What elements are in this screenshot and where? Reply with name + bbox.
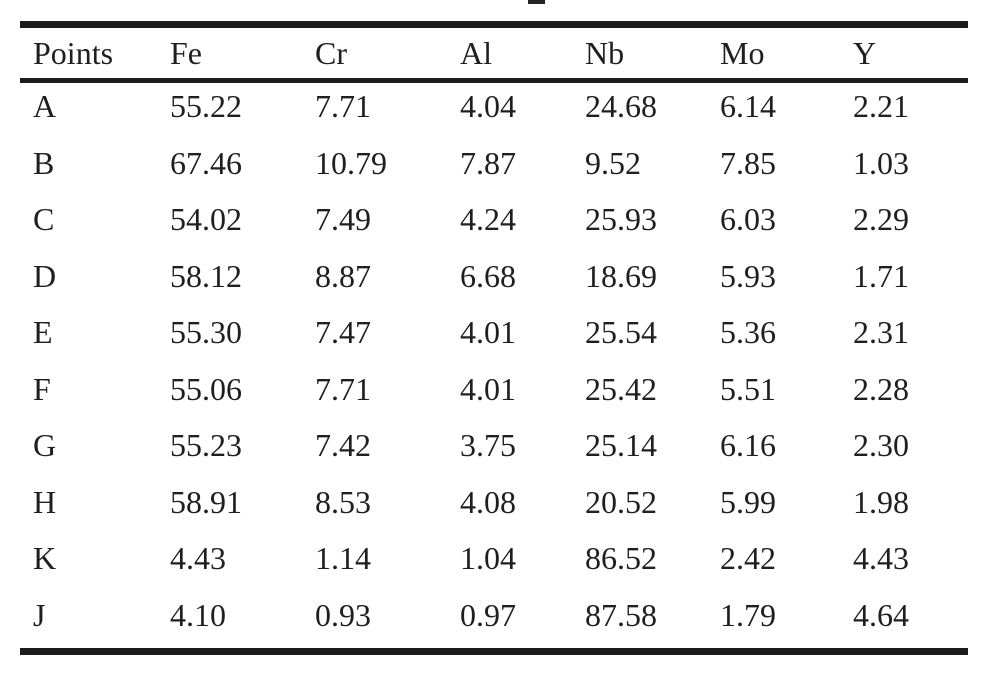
value-cell: 1.79 <box>720 596 776 633</box>
cropped-caption-fragment <box>528 0 545 4</box>
point-label: D <box>33 257 57 294</box>
column-header-nb: Nb <box>585 35 625 71</box>
value-cell: 4.43 <box>170 540 226 577</box>
value-cell: 58.12 <box>170 257 242 294</box>
table-row: K 4.43 1.14 1.04 86.52 2.42 4.43 <box>20 535 968 592</box>
table-row: B 67.46 10.79 7.87 9.52 7.85 1.03 <box>20 140 968 197</box>
value-cell: 6.16 <box>720 427 776 464</box>
value-cell: 7.71 <box>315 88 371 125</box>
composition-table: Points Fe Cr Al Nb Mo Y A 55.22 7.71 4.0… <box>20 21 968 655</box>
value-cell: 2.42 <box>720 540 776 577</box>
point-label: K <box>33 540 57 577</box>
value-cell: 55.06 <box>170 370 242 407</box>
column-header-mo: Mo <box>720 35 765 71</box>
value-cell: 0.93 <box>315 596 371 633</box>
value-cell: 58.91 <box>170 483 242 520</box>
value-cell: 6.14 <box>720 88 776 125</box>
value-cell: 1.04 <box>460 540 516 577</box>
point-label: J <box>33 596 46 633</box>
value-cell: 2.30 <box>853 427 909 464</box>
table-row: J 4.10 0.93 0.97 87.58 1.79 4.64 <box>20 592 968 652</box>
value-cell: 55.22 <box>170 88 242 125</box>
value-cell: 67.46 <box>170 144 242 181</box>
value-cell: 2.31 <box>853 314 909 351</box>
column-header-al: Al <box>460 35 492 71</box>
value-cell: 1.03 <box>853 144 909 181</box>
point-label: A <box>33 88 57 125</box>
value-cell: 3.75 <box>460 427 516 464</box>
value-cell: 5.93 <box>720 257 776 294</box>
value-cell: 24.68 <box>585 88 657 125</box>
value-cell: 25.14 <box>585 427 657 464</box>
value-cell: 4.04 <box>460 88 516 125</box>
value-cell: 2.21 <box>853 88 909 125</box>
value-cell: 9.52 <box>585 144 641 181</box>
point-label: H <box>33 483 57 520</box>
value-cell: 7.42 <box>315 427 371 464</box>
point-label: G <box>33 427 57 464</box>
value-cell: 4.01 <box>460 314 516 351</box>
value-cell: 5.99 <box>720 483 776 520</box>
table-row: E 55.30 7.47 4.01 25.54 5.36 2.31 <box>20 309 968 366</box>
value-cell: 8.53 <box>315 483 371 520</box>
column-header-y: Y <box>853 35 877 71</box>
point-label: C <box>33 201 55 238</box>
value-cell: 4.64 <box>853 596 909 633</box>
point-label: F <box>33 370 51 407</box>
column-header-points: Points <box>33 35 114 71</box>
value-cell: 4.10 <box>170 596 226 633</box>
value-cell: 25.42 <box>585 370 657 407</box>
value-cell: 87.58 <box>585 596 657 633</box>
point-label: B <box>33 144 55 181</box>
value-cell: 7.47 <box>315 314 371 351</box>
value-cell: 6.68 <box>460 257 516 294</box>
value-cell: 2.29 <box>853 201 909 238</box>
value-cell: 8.87 <box>315 257 371 294</box>
table-row: G 55.23 7.42 3.75 25.14 6.16 2.30 <box>20 422 968 479</box>
value-cell: 1.98 <box>853 483 909 520</box>
column-header-fe: Fe <box>170 35 202 71</box>
value-cell: 18.69 <box>585 257 657 294</box>
header-row: Points Fe Cr Al Nb Mo Y <box>20 24 968 81</box>
value-cell: 4.01 <box>460 370 516 407</box>
value-cell: 4.43 <box>853 540 909 577</box>
value-cell: 25.54 <box>585 314 657 351</box>
value-cell: 7.85 <box>720 144 776 181</box>
table-row: D 58.12 8.87 6.68 18.69 5.93 1.71 <box>20 253 968 310</box>
value-cell: 4.24 <box>460 201 516 238</box>
table-row: A 55.22 7.71 4.04 24.68 6.14 2.21 <box>20 81 968 140</box>
value-cell: 20.52 <box>585 483 657 520</box>
value-cell: 0.97 <box>460 596 516 633</box>
value-cell: 55.30 <box>170 314 242 351</box>
table-row: H 58.91 8.53 4.08 20.52 5.99 1.98 <box>20 479 968 536</box>
value-cell: 7.49 <box>315 201 371 238</box>
point-label: E <box>33 314 53 351</box>
table-row: F 55.06 7.71 4.01 25.42 5.51 2.28 <box>20 366 968 423</box>
table-row: C 54.02 7.49 4.24 25.93 6.03 2.29 <box>20 196 968 253</box>
value-cell: 7.87 <box>460 144 516 181</box>
value-cell: 7.71 <box>315 370 371 407</box>
value-cell: 55.23 <box>170 427 242 464</box>
value-cell: 1.71 <box>853 257 909 294</box>
value-cell: 2.28 <box>853 370 909 407</box>
value-cell: 86.52 <box>585 540 657 577</box>
value-cell: 5.51 <box>720 370 776 407</box>
value-cell: 54.02 <box>170 201 242 238</box>
value-cell: 10.79 <box>315 144 387 181</box>
value-cell: 6.03 <box>720 201 776 238</box>
value-cell: 4.08 <box>460 483 516 520</box>
value-cell: 5.36 <box>720 314 776 351</box>
value-cell: 1.14 <box>315 540 371 577</box>
value-cell: 25.93 <box>585 201 657 238</box>
column-header-cr: Cr <box>315 35 347 71</box>
